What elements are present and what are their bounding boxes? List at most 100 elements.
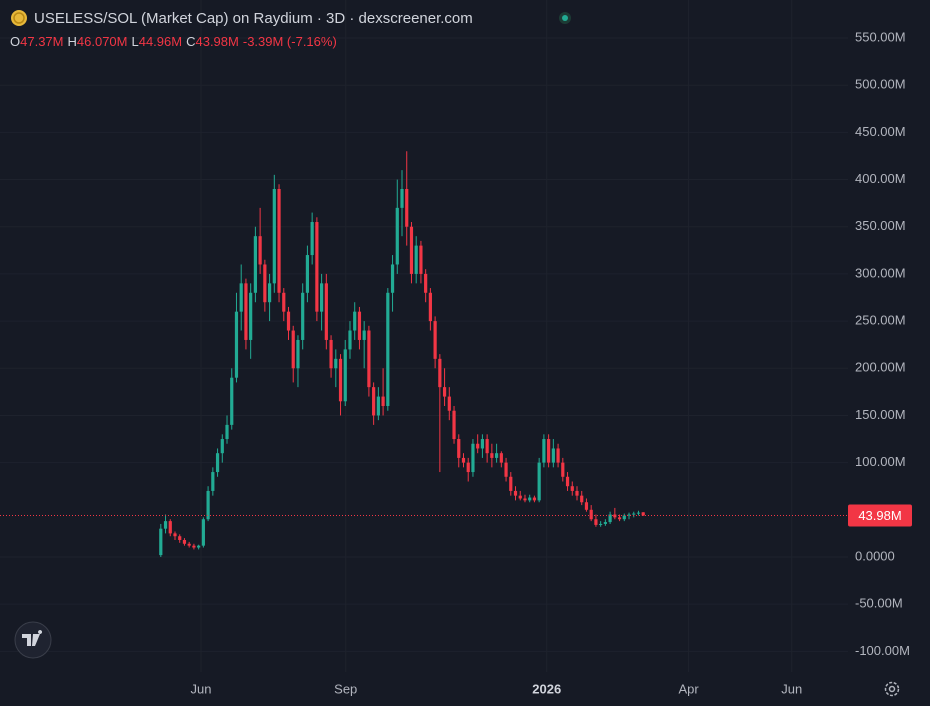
candle-body [234,311,239,378]
y-tick-label: 500.00M [855,77,906,92]
legend-value: 47.37M [20,34,63,49]
chart-title: USELESS/SOL (Market Cap) on Raydium · 3D… [34,10,473,27]
candle-body [575,490,579,496]
legend-key: H [68,34,77,49]
candle-body [537,462,541,501]
candle-body [329,339,333,369]
candle-body [419,245,423,274]
y-tick-label: 550.00M [855,29,906,44]
candle-body [499,453,503,463]
candle-body [258,236,262,265]
candle-body [267,283,272,303]
candle-body [641,512,645,516]
legend-key: C [186,34,195,49]
candle-body [480,439,485,449]
candle-body [215,453,220,473]
candle-body [509,476,513,491]
candle-body [433,321,437,359]
candle-body [452,410,456,440]
candle-body [622,515,626,520]
candle-body [405,188,409,227]
x-tick-label: Jun [781,681,802,696]
candles [159,151,645,557]
settings-gear [884,681,900,697]
candle-body [201,519,205,546]
y-tick-label: 450.00M [855,124,906,139]
candle-body [159,528,163,556]
grid [0,0,848,672]
candle-body [182,539,187,544]
candle-body [225,424,229,440]
candle-body [565,476,570,487]
candle-body [244,283,248,340]
candle-body [286,311,291,331]
candle-body [301,292,305,340]
ohlc-legend: O47.37M H46.070M L44.96M C43.98M -3.39M (-7.… [10,34,337,49]
candle-body [187,543,191,546]
candle-body [447,396,451,411]
candle-body [343,349,347,402]
candle-body [386,292,390,407]
x-tick-label: Apr [678,681,699,696]
candle-body [438,358,442,388]
candle-body [542,439,546,463]
candle-body [239,283,243,312]
candle-body [599,523,603,525]
candle-body [192,545,196,548]
candle-body [324,283,328,340]
candle-body [485,439,489,454]
legend-change: -3.39M (-7.16%) [243,34,337,49]
y-tick-label: 0.0000 [855,548,895,563]
candle-body [556,448,560,463]
candle-body [513,490,518,496]
candle-body [613,514,617,518]
candle-body [206,490,210,520]
tv-logo-glyph [22,630,43,646]
y-tick-label: -50.00M [855,596,903,611]
candle-body [320,283,324,312]
legend-key: O [10,34,20,49]
candle-body [570,486,574,491]
candle-body [584,502,589,510]
candle-body [315,222,319,312]
candle-body [471,443,475,473]
candle-body [414,245,418,274]
candle-body [296,339,300,369]
status-dot [562,15,568,21]
candle-body [372,387,376,416]
candle-body [547,439,551,463]
candle-body [367,330,371,388]
candle-body [632,513,636,515]
last-price-tag [848,504,912,527]
candle-body [263,264,267,303]
candle-body [291,330,295,369]
candle-body [253,236,257,293]
settings-center [888,685,896,693]
candle-body [466,462,470,473]
candle-body [494,453,499,458]
candle-body [636,512,641,514]
candle-body [211,472,215,491]
candle-body [277,188,281,293]
y-tick-label: 250.00M [855,313,906,328]
candle-body [357,311,362,340]
candle-body [305,255,310,293]
last-price-label: 43.98M [858,508,901,523]
x-tick-label: Sep [334,681,357,696]
candle-body [390,264,395,293]
candle-body [603,522,607,524]
candle-body [178,536,182,540]
candle-body [523,498,527,501]
legend-key: L [131,34,138,49]
x-tick-label: 2026 [532,681,561,696]
settings-icon[interactable] [884,681,900,697]
y-tick-label: 100.00M [855,454,906,469]
candle-body [282,292,286,312]
candle-body [338,358,343,402]
legend-value: 44.96M [139,34,182,49]
candle-body [381,396,385,407]
candle-body [428,292,432,322]
